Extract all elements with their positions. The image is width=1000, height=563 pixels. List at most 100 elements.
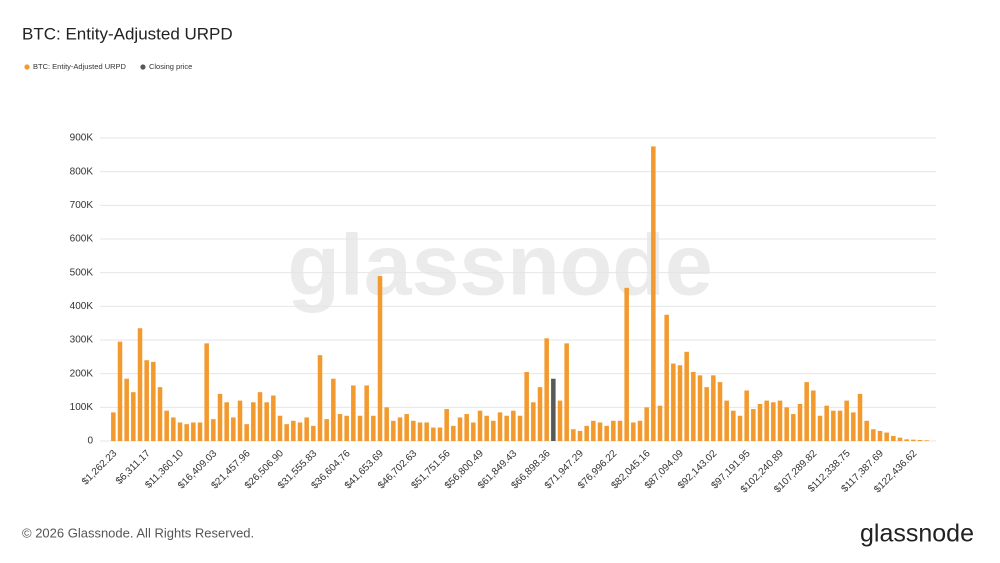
- bar: [457, 417, 463, 441]
- bar: [444, 409, 449, 441]
- bar: [484, 415, 489, 441]
- bar: [117, 341, 123, 441]
- bar: [571, 429, 576, 441]
- bar: [297, 422, 303, 441]
- bar: [464, 414, 469, 441]
- bar: [644, 407, 649, 441]
- bar: [671, 363, 676, 441]
- bar: [391, 420, 396, 441]
- bar: [311, 425, 316, 441]
- bar: [771, 402, 776, 441]
- bar: [591, 420, 596, 441]
- bar: [864, 420, 869, 441]
- bar: [531, 402, 536, 441]
- bar: [211, 419, 216, 441]
- bar: [237, 400, 243, 441]
- bar: [291, 420, 296, 441]
- bar: [924, 440, 929, 441]
- bar: [657, 405, 663, 441]
- y-tick-label: 300K: [70, 335, 94, 346]
- bar: [251, 402, 256, 441]
- bar: [737, 415, 743, 441]
- bar: [557, 400, 563, 441]
- y-tick-label: 100K: [70, 402, 94, 413]
- bar: [837, 410, 843, 441]
- bar: [844, 400, 849, 441]
- bar: [917, 439, 923, 441]
- bar: [631, 422, 636, 441]
- bar: [364, 385, 369, 441]
- legend-swatch: [140, 64, 146, 70]
- bar: [811, 390, 816, 441]
- bar: [511, 410, 516, 441]
- bar: [777, 400, 783, 441]
- bar: [617, 420, 623, 441]
- bar: [224, 402, 229, 441]
- bar: [584, 425, 589, 441]
- bar: [537, 387, 543, 441]
- bar: [491, 420, 496, 441]
- bar: [751, 409, 756, 441]
- watermark: glassnode: [287, 218, 712, 314]
- y-tick-label: 400K: [70, 301, 94, 312]
- bar: [411, 420, 416, 441]
- bar: [884, 432, 889, 441]
- bar: [517, 415, 523, 441]
- bar: [171, 417, 176, 441]
- bar: [324, 419, 329, 441]
- bar: [144, 360, 149, 441]
- bar: [564, 343, 569, 441]
- bar: [577, 430, 583, 441]
- bar: [204, 343, 209, 441]
- y-tick-label: 700K: [70, 200, 94, 211]
- bar: [357, 415, 363, 441]
- bar: [604, 425, 609, 441]
- bar: [124, 378, 129, 441]
- bar: [784, 407, 789, 441]
- bar: [477, 410, 483, 441]
- legend: BTC: Entity-Adjusted URPD Closing price: [24, 62, 192, 71]
- bar: [711, 375, 716, 441]
- bar: [664, 314, 669, 441]
- bar: [437, 427, 443, 441]
- bar: [904, 439, 909, 441]
- bar: [691, 371, 696, 441]
- bar: [111, 412, 116, 441]
- bar: [757, 403, 763, 441]
- logo: glassnode: [860, 520, 974, 548]
- bar: [191, 422, 196, 441]
- bar: [871, 429, 876, 441]
- bar: [684, 351, 689, 441]
- bar: [897, 437, 903, 441]
- bar: [304, 417, 309, 441]
- bar: [697, 375, 703, 441]
- bar: [184, 424, 189, 441]
- legend-label: BTC: Entity-Adjusted URPD: [33, 62, 127, 71]
- bar: [424, 422, 429, 441]
- bar: [731, 410, 736, 441]
- y-tick-label: 900K: [70, 133, 94, 144]
- bar: [651, 146, 656, 441]
- bar: [264, 402, 269, 441]
- bar: [804, 382, 809, 441]
- bar: [891, 435, 896, 441]
- bar: [624, 287, 629, 441]
- bar: [384, 407, 389, 441]
- footer: © 2026 Glassnode. All Rights Reserved.: [22, 525, 254, 540]
- bar: [157, 387, 163, 441]
- bar: [257, 392, 263, 441]
- bar: [744, 390, 749, 441]
- y-tick-label: 500K: [70, 267, 94, 278]
- legend-label: Closing price: [149, 62, 192, 71]
- y-tick-label: 600K: [70, 234, 94, 245]
- bar: [597, 422, 603, 441]
- bar: [504, 415, 509, 441]
- bar: [704, 387, 709, 441]
- bar: [911, 439, 916, 441]
- y-tick-label: 0: [87, 436, 93, 447]
- bar: [764, 400, 769, 441]
- bar: [344, 415, 349, 441]
- chart-title: BTC: Entity-Adjusted URPD: [22, 24, 233, 43]
- bar: [524, 371, 529, 441]
- bar: [371, 415, 376, 441]
